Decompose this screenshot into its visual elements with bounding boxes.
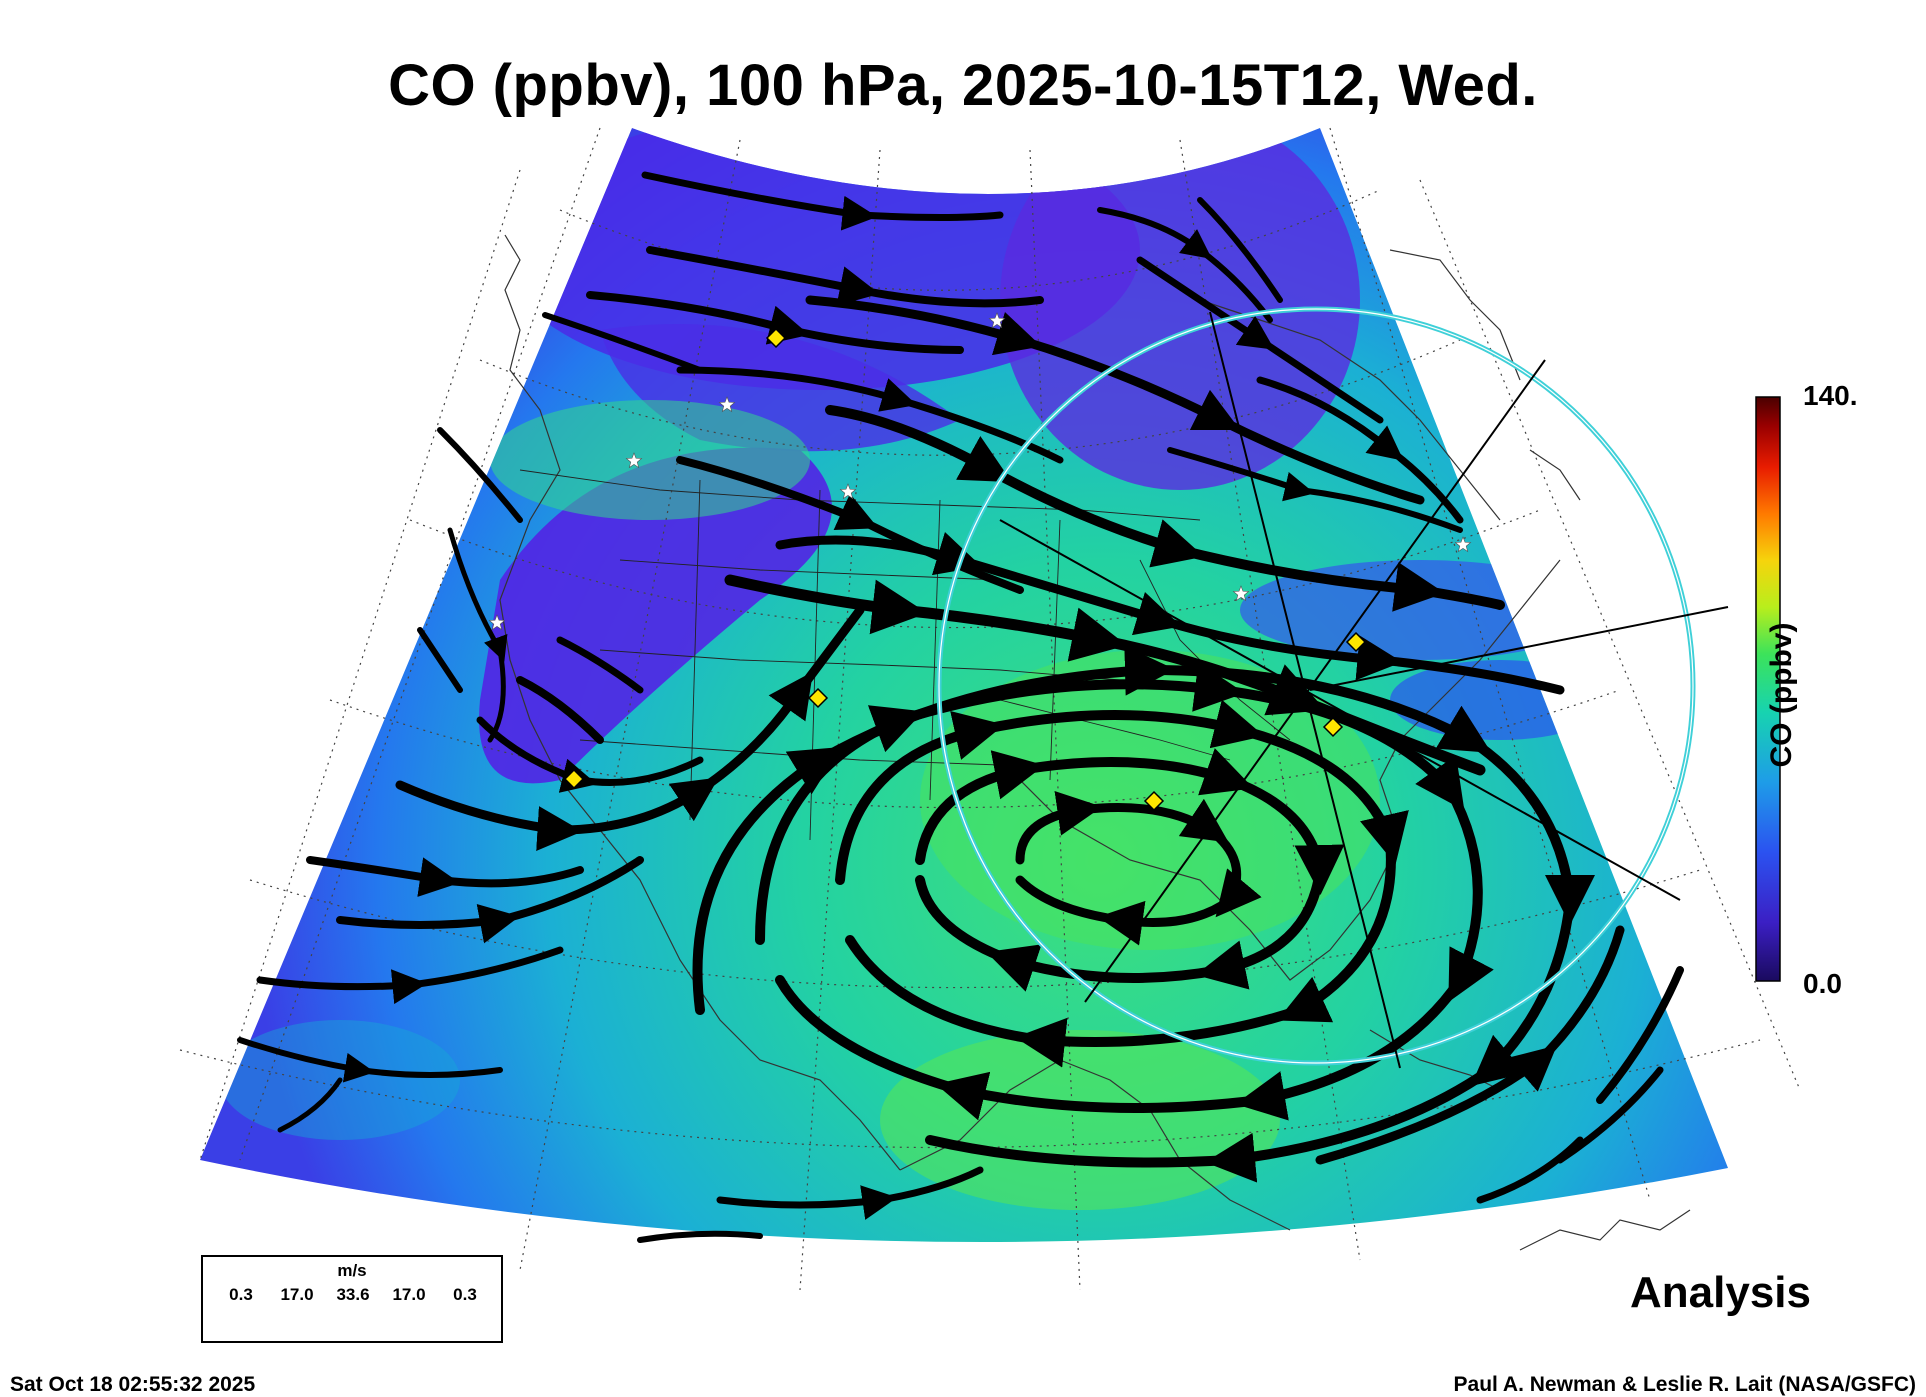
station-star bbox=[488, 614, 506, 631]
station-diamond bbox=[1322, 716, 1344, 738]
colorbar-min-label: 0.0 bbox=[1803, 968, 1842, 999]
station-stars bbox=[488, 312, 1472, 631]
station-star bbox=[718, 396, 736, 413]
credit: Paul A. Newman & Leslie R. Lait (NASA/GS… bbox=[1453, 1373, 1916, 1396]
station-star bbox=[1454, 536, 1472, 553]
wind-streamlines bbox=[237, 171, 1684, 1243]
station-diamond bbox=[563, 768, 585, 790]
legend-value: 17.0 bbox=[280, 1285, 314, 1304]
colorbar-max-label: 140. bbox=[1803, 380, 1858, 411]
station-star bbox=[988, 312, 1006, 329]
station-star bbox=[1232, 585, 1250, 602]
legend-value: 0.3 bbox=[453, 1285, 477, 1304]
station-diamond bbox=[765, 327, 787, 349]
station-star bbox=[625, 452, 643, 469]
colorbar-title: CO (ppbv) bbox=[1765, 622, 1798, 768]
station-diamond bbox=[1345, 631, 1367, 653]
legend-value: 33.6 bbox=[336, 1285, 370, 1304]
map-title: CO (ppbv), 100 hPa, 2025-10-15T12, Wed. bbox=[388, 53, 1538, 118]
flight-tracks bbox=[999, 311, 1729, 1069]
station-diamonds bbox=[563, 327, 1367, 812]
range-ring bbox=[936, 306, 1696, 1066]
station-diamond bbox=[807, 687, 829, 709]
legend-value: 17.0 bbox=[392, 1285, 426, 1304]
legend-unit: m/s bbox=[337, 1261, 367, 1280]
legend-value: 0.3 bbox=[229, 1285, 253, 1304]
timestamp: Sat Oct 18 02:55:32 2025 bbox=[10, 1373, 256, 1396]
station-diamond bbox=[1143, 790, 1165, 812]
analysis-label: Analysis bbox=[1630, 1268, 1811, 1317]
co-field bbox=[200, 128, 1728, 1243]
station-star bbox=[839, 483, 857, 500]
colorbar bbox=[1755, 396, 1781, 982]
wind-speed-legend: m/s 0.3 17.0 33.6 17.0 0.3 bbox=[201, 1255, 503, 1343]
